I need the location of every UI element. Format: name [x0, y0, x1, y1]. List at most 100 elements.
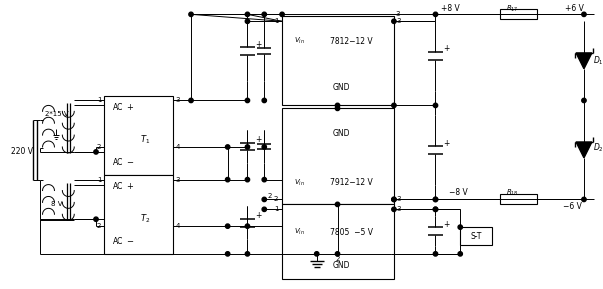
Text: +: +	[443, 138, 450, 147]
Circle shape	[94, 217, 98, 221]
Circle shape	[434, 12, 438, 16]
Polygon shape	[576, 142, 592, 158]
Circle shape	[392, 103, 396, 108]
Text: AC: AC	[113, 103, 123, 112]
Text: −: −	[126, 238, 133, 247]
Text: AC: AC	[113, 182, 123, 191]
Text: 1: 1	[96, 97, 101, 103]
Bar	[282, 108, 394, 204]
Text: +: +	[255, 211, 262, 220]
Bar	[104, 175, 173, 254]
Text: $R_{17}$: $R_{17}$	[507, 3, 519, 14]
Circle shape	[392, 207, 396, 212]
Text: +: +	[443, 220, 450, 229]
Circle shape	[434, 207, 438, 212]
Circle shape	[262, 207, 267, 212]
Circle shape	[434, 197, 438, 202]
Text: 220 V: 220 V	[11, 147, 33, 156]
Text: AC: AC	[113, 238, 123, 247]
Circle shape	[189, 12, 193, 16]
Text: −: −	[126, 158, 133, 167]
Circle shape	[226, 177, 230, 182]
Bar	[104, 95, 173, 175]
Text: 2: 2	[267, 193, 271, 199]
Circle shape	[245, 224, 250, 228]
Bar	[500, 194, 537, 204]
Circle shape	[335, 202, 339, 207]
Text: 8 V: 8 V	[51, 201, 62, 208]
Circle shape	[245, 177, 250, 182]
Text: −8 V: −8 V	[449, 188, 468, 197]
Text: $D_2$: $D_2$	[593, 142, 603, 154]
Text: $R_{18}$: $R_{18}$	[507, 187, 519, 198]
Text: 3: 3	[397, 18, 401, 24]
Circle shape	[392, 19, 396, 23]
Bar	[282, 204, 394, 279]
Text: 3: 3	[176, 97, 180, 103]
Bar	[460, 227, 492, 245]
Circle shape	[392, 197, 396, 202]
Circle shape	[458, 225, 463, 229]
Circle shape	[262, 145, 267, 149]
Text: 4: 4	[176, 223, 180, 229]
Text: 7912−12 V: 7912−12 V	[330, 178, 373, 187]
Text: +8 V: +8 V	[441, 4, 459, 13]
Circle shape	[335, 103, 339, 108]
Text: $V_{in}$: $V_{in}$	[294, 177, 305, 188]
Bar	[282, 16, 394, 105]
Text: $T_1$: $T_1$	[140, 134, 151, 146]
Text: 2: 2	[335, 256, 339, 262]
Text: −6 V: −6 V	[563, 202, 581, 211]
Circle shape	[245, 12, 250, 16]
Text: 2: 2	[97, 223, 101, 229]
Bar	[500, 10, 537, 19]
Text: 1: 1	[96, 177, 101, 183]
Text: 3: 3	[176, 177, 180, 183]
Circle shape	[245, 19, 250, 23]
Circle shape	[434, 103, 438, 108]
Circle shape	[434, 252, 438, 256]
Text: GND: GND	[333, 129, 350, 138]
Circle shape	[226, 252, 230, 256]
Text: 3: 3	[397, 197, 401, 202]
Text: 3: 3	[396, 11, 400, 17]
Circle shape	[458, 252, 463, 256]
Text: 4: 4	[176, 144, 180, 150]
Text: 1: 1	[274, 18, 279, 24]
Text: 2: 2	[274, 197, 279, 202]
Circle shape	[335, 106, 339, 111]
Text: S-T: S-T	[470, 231, 482, 240]
Circle shape	[226, 224, 230, 228]
Circle shape	[280, 12, 284, 16]
Circle shape	[245, 252, 250, 256]
Polygon shape	[576, 53, 592, 69]
Text: 2: 2	[97, 144, 101, 150]
Circle shape	[94, 150, 98, 154]
Circle shape	[262, 98, 267, 103]
Text: $D_1$: $D_1$	[593, 55, 603, 67]
Circle shape	[582, 12, 586, 16]
Text: 3: 3	[397, 206, 401, 212]
Circle shape	[434, 197, 438, 202]
Text: $V_{in}$: $V_{in}$	[294, 227, 305, 237]
Text: 2*15 V: 2*15 V	[45, 111, 68, 117]
Circle shape	[245, 145, 250, 149]
Text: $V_{in}$: $V_{in}$	[294, 36, 305, 46]
Circle shape	[262, 177, 267, 182]
Circle shape	[262, 197, 267, 202]
Text: AC: AC	[113, 158, 123, 167]
Circle shape	[434, 207, 438, 212]
Text: GND: GND	[333, 261, 350, 270]
Text: 7805  −5 V: 7805 −5 V	[330, 228, 373, 237]
Text: +6 V: +6 V	[564, 4, 584, 13]
Circle shape	[392, 197, 396, 202]
Text: +: +	[126, 103, 133, 112]
Circle shape	[582, 98, 586, 103]
Text: +: +	[443, 45, 450, 53]
Circle shape	[315, 252, 319, 256]
Text: GND: GND	[333, 83, 350, 92]
Text: +: +	[255, 135, 262, 144]
Circle shape	[189, 98, 193, 103]
Circle shape	[262, 12, 267, 16]
Text: +: +	[255, 40, 262, 49]
